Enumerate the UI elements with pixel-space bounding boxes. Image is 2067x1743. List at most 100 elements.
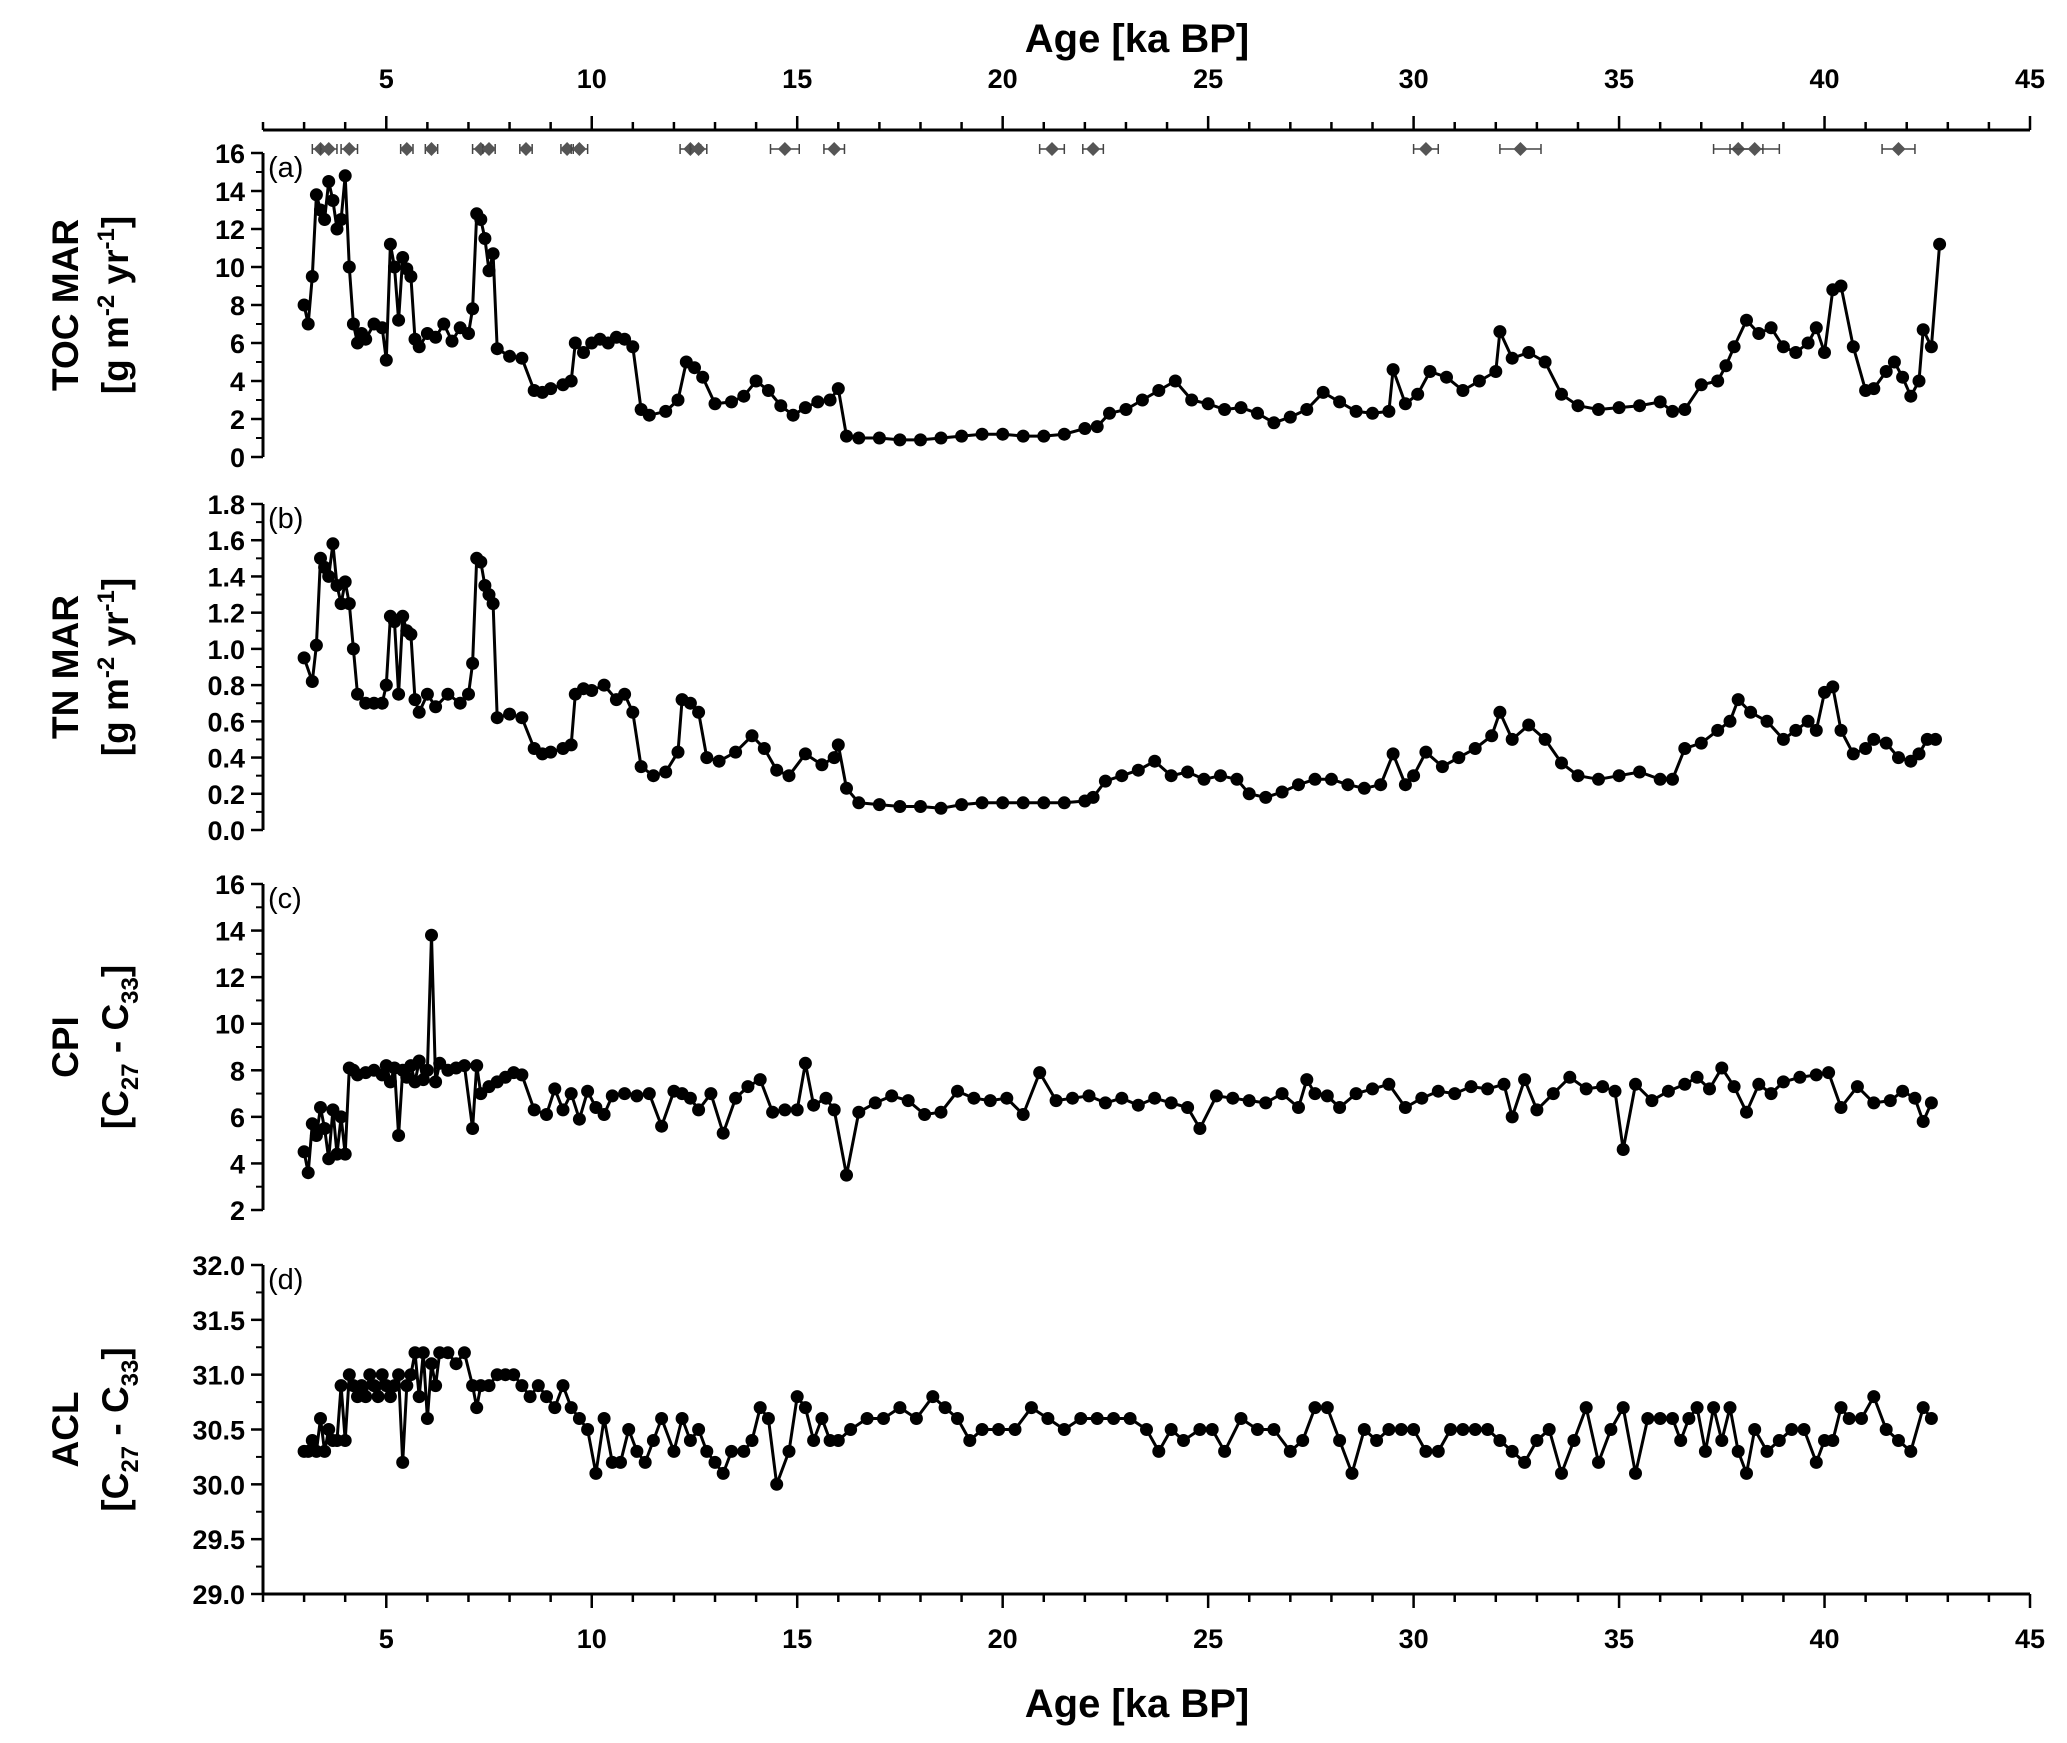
data-point bbox=[490, 711, 504, 725]
data-point bbox=[515, 1068, 529, 1082]
series-line bbox=[302, 933, 1933, 1177]
y-tick-label: 1.8 bbox=[207, 490, 245, 520]
y-axis-label: TN MAR [g m-2 yr-1] bbox=[45, 578, 136, 756]
data-point bbox=[322, 1423, 336, 1436]
data-point bbox=[1633, 765, 1647, 779]
data-point bbox=[457, 1059, 471, 1073]
panel-a-toc-mar: 0 2 4 6 8 10 12 14 16 (a) TOC MAR [g m-2 yr-1] bbox=[45, 139, 1947, 473]
data-point bbox=[1674, 1434, 1688, 1447]
data-point bbox=[1456, 384, 1470, 397]
dating-point-marker bbox=[827, 142, 842, 156]
y-tick-label: 6 bbox=[230, 329, 245, 359]
data-point bbox=[1468, 742, 1482, 755]
data-point bbox=[1604, 1423, 1618, 1436]
data-point bbox=[346, 642, 360, 656]
data-point bbox=[1776, 732, 1790, 746]
data-point bbox=[1855, 1412, 1868, 1425]
y-label-line1: TN MAR bbox=[45, 595, 86, 739]
y-label-part: [C bbox=[95, 1473, 136, 1512]
data-point bbox=[1740, 313, 1753, 327]
data-point bbox=[1119, 403, 1133, 416]
data-point bbox=[523, 1390, 537, 1404]
data-point bbox=[437, 317, 451, 331]
data-point bbox=[322, 569, 336, 583]
data-point bbox=[1168, 374, 1182, 388]
y-tick-label: 12 bbox=[215, 963, 245, 993]
data-point bbox=[605, 1089, 619, 1103]
y-tick-label: 2 bbox=[230, 1196, 245, 1226]
data-point bbox=[1082, 1089, 1096, 1103]
y-label-part: - C bbox=[95, 1004, 136, 1064]
dating-point-marker bbox=[1513, 142, 1528, 156]
data-point bbox=[577, 346, 590, 359]
data-point bbox=[757, 742, 771, 755]
data-point bbox=[642, 1087, 656, 1101]
data-point bbox=[1497, 1077, 1511, 1091]
data-point bbox=[503, 707, 517, 721]
data-point bbox=[1234, 1412, 1248, 1425]
data-point bbox=[1530, 1103, 1544, 1117]
data-point bbox=[934, 431, 948, 445]
data-point bbox=[1538, 732, 1552, 746]
data-point bbox=[1682, 1412, 1696, 1425]
data-point bbox=[626, 705, 640, 719]
data-point bbox=[1912, 747, 1926, 761]
data-point bbox=[996, 427, 1010, 441]
data-point bbox=[342, 260, 356, 274]
dating-point-marker bbox=[473, 142, 488, 156]
data-point bbox=[1789, 346, 1803, 359]
data-point bbox=[1366, 1082, 1379, 1096]
data-point bbox=[934, 1105, 948, 1119]
series-line bbox=[302, 174, 1942, 442]
data-point bbox=[1776, 340, 1790, 354]
dating-point-marker bbox=[1747, 142, 1762, 156]
data-point bbox=[1612, 769, 1626, 783]
y-tick-label: 0 bbox=[230, 443, 245, 473]
top-axis-title: Age [ka BP] bbox=[1025, 17, 1250, 61]
dating-point-marker bbox=[518, 142, 533, 156]
data-point bbox=[1148, 1091, 1162, 1105]
data-point bbox=[1349, 404, 1363, 418]
data-point bbox=[351, 687, 364, 701]
y-axis-label: CPI[C27 - C33] bbox=[45, 965, 144, 1129]
data-point bbox=[1555, 1466, 1568, 1480]
data-point bbox=[1185, 393, 1199, 407]
data-point bbox=[1883, 1094, 1897, 1108]
data-point bbox=[1596, 1080, 1610, 1094]
data-point bbox=[692, 1103, 706, 1117]
dating-point-marker bbox=[1891, 142, 1906, 156]
data-point bbox=[1452, 751, 1466, 765]
data-point bbox=[1678, 742, 1692, 755]
data-point bbox=[1218, 1444, 1232, 1458]
data-point bbox=[1785, 1423, 1799, 1436]
data-point bbox=[1226, 1091, 1240, 1105]
data-point bbox=[1394, 1423, 1408, 1436]
data-point bbox=[1653, 772, 1667, 786]
data-point bbox=[1752, 1077, 1766, 1091]
data-point bbox=[383, 1390, 397, 1404]
y-tick-label: 6 bbox=[230, 1103, 245, 1133]
data-point bbox=[753, 1073, 767, 1087]
data-point bbox=[975, 427, 989, 441]
y-label-part: [g m bbox=[95, 316, 136, 394]
data-point bbox=[1357, 781, 1371, 795]
y-tick-label: 32.0 bbox=[192, 1251, 245, 1281]
data-point bbox=[696, 370, 710, 384]
data-point bbox=[1846, 747, 1860, 761]
data-point bbox=[1041, 1412, 1055, 1425]
data-point bbox=[1505, 1110, 1519, 1124]
data-point bbox=[1493, 705, 1507, 719]
data-point bbox=[1666, 404, 1679, 418]
y-label-part: 33 bbox=[117, 1360, 144, 1387]
panel-d-acl: 29.0 29.5 30.0 30.5 31.0 31.5 32.0 (d) ACL[C27 -… bbox=[45, 1251, 1938, 1610]
data-point bbox=[441, 687, 455, 701]
data-point bbox=[737, 1444, 751, 1458]
panel-c-cpi: 2 4 6 8 10 12 14 16 (c) CPI[C27 - C33] bbox=[45, 870, 1938, 1226]
data-point bbox=[1826, 680, 1840, 694]
data-point bbox=[322, 175, 336, 188]
y-tick-label: 14 bbox=[215, 917, 245, 947]
dating-point-marker bbox=[572, 142, 587, 156]
data-point bbox=[449, 1357, 463, 1371]
data-point bbox=[1320, 1401, 1334, 1415]
data-point bbox=[1283, 1444, 1297, 1458]
